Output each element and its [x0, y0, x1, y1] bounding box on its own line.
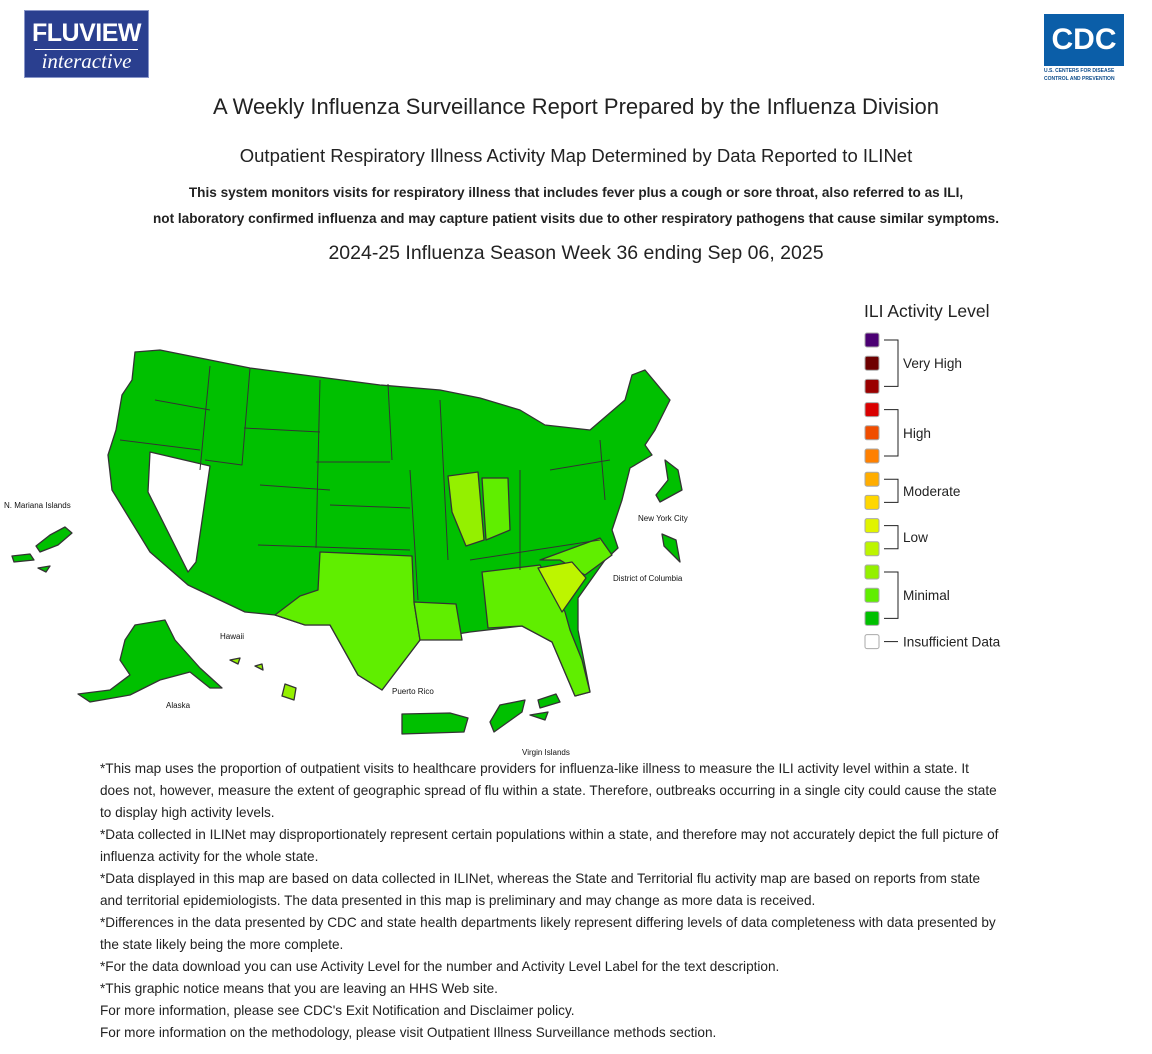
- cdc-logo[interactable]: CDC U.S. CENTERS FOR DISEASE CONTROL AND…: [1044, 14, 1128, 82]
- legend-swatch: [864, 332, 880, 348]
- map-label: Hawaii: [220, 632, 244, 641]
- mariana[interactable]: [11, 526, 73, 573]
- puerto-rico[interactable]: [401, 712, 469, 735]
- legend-swatch: [864, 425, 880, 441]
- fluview-logo[interactable]: FLUVIEW interactive: [24, 10, 149, 78]
- map-label: Alaska: [166, 701, 191, 710]
- map-label: District of Columbia: [613, 574, 683, 583]
- legend-swatch: [864, 471, 880, 487]
- map-label: N. Mariana Islands: [4, 501, 71, 510]
- map: N. Mariana Islands New York City Distric…: [4, 301, 1001, 757]
- title: A Weekly Influenza Surveillance Report P…: [213, 94, 939, 119]
- logo-text: interactive: [35, 49, 138, 72]
- state-borders: [119, 365, 611, 601]
- map-label: Puerto Rico: [392, 687, 434, 696]
- legend-swatch: [864, 541, 880, 557]
- map-label: New York City: [638, 514, 688, 523]
- legend-swatch: [864, 634, 880, 650]
- legend-bracket: [884, 525, 899, 550]
- legend-bracket: [884, 571, 899, 619]
- legend-label: Minimal: [903, 588, 950, 603]
- logo-text: FLUVIEW: [32, 19, 142, 47]
- note: For more information, please see CDC's E…: [100, 1003, 575, 1018]
- description: not laboratory confirmed influenza and m…: [152, 211, 1000, 226]
- state[interactable]: [147, 451, 211, 573]
- note: For more information on the methodology,…: [100, 1025, 717, 1040]
- state[interactable]: [447, 471, 485, 547]
- legend-swatch: [864, 564, 880, 580]
- legend-label: Very High: [903, 356, 962, 371]
- logo-text: U.S. CENTERS FOR DISEASE: [1044, 68, 1115, 74]
- map-labels: N. Mariana Islands New York City Distric…: [4, 501, 688, 757]
- note: *Differences in the data presented by CD…: [100, 915, 996, 952]
- legend-title: ILI Activity Level: [864, 301, 989, 321]
- legend-swatch: [864, 378, 880, 394]
- map-label: Virgin Islands: [522, 748, 570, 757]
- legend-swatch: [864, 587, 880, 603]
- nyc[interactable]: [661, 533, 681, 563]
- note: *For the data download you can use Activ…: [100, 959, 780, 974]
- legend-bracket: [884, 478, 899, 503]
- legend-swatch: [864, 494, 880, 510]
- alaska[interactable]: [77, 619, 223, 703]
- note: *This graphic notice means that you are …: [100, 981, 498, 996]
- note: *Data collected in ILINet may disproport…: [100, 827, 999, 864]
- legend-label: Insufficient Data: [903, 635, 1001, 650]
- logo-mark: CDC: [1044, 14, 1124, 66]
- notes: *This map uses the proportion of outpati…: [100, 758, 1000, 1044]
- season: 2024-25 Influenza Season Week 36 ending …: [328, 242, 824, 264]
- logo-text: CONTROL AND PREVENTION: [1044, 76, 1115, 82]
- legend: Very High High Moderate Low Minimal Insuffici…: [864, 332, 1001, 650]
- hawaii[interactable]: [229, 657, 297, 701]
- legend-label: Low: [903, 530, 928, 545]
- legend-label: High: [903, 426, 931, 441]
- description: This system monitors visits for respirat…: [188, 185, 964, 200]
- legend-label: Moderate: [903, 484, 960, 499]
- legend-bracket: [884, 339, 899, 387]
- subtitle: Outpatient Respiratory Illness Activity …: [239, 145, 913, 166]
- legend-swatch: [864, 355, 880, 371]
- legend-swatch: [864, 610, 880, 626]
- virgin-islands[interactable]: [489, 693, 561, 733]
- nyc[interactable]: [655, 459, 683, 503]
- legend-swatch: [864, 518, 880, 534]
- legend-swatch: [864, 448, 880, 464]
- state[interactable]: [274, 551, 421, 691]
- legend-bracket: [884, 409, 899, 457]
- legend-swatch: [864, 402, 880, 418]
- note: *This map uses the proportion of outpati…: [100, 761, 997, 820]
- note: *Data displayed in this map are based on…: [100, 871, 981, 908]
- state[interactable]: [481, 477, 511, 541]
- state[interactable]: [413, 601, 463, 641]
- state[interactable]: [537, 561, 587, 613]
